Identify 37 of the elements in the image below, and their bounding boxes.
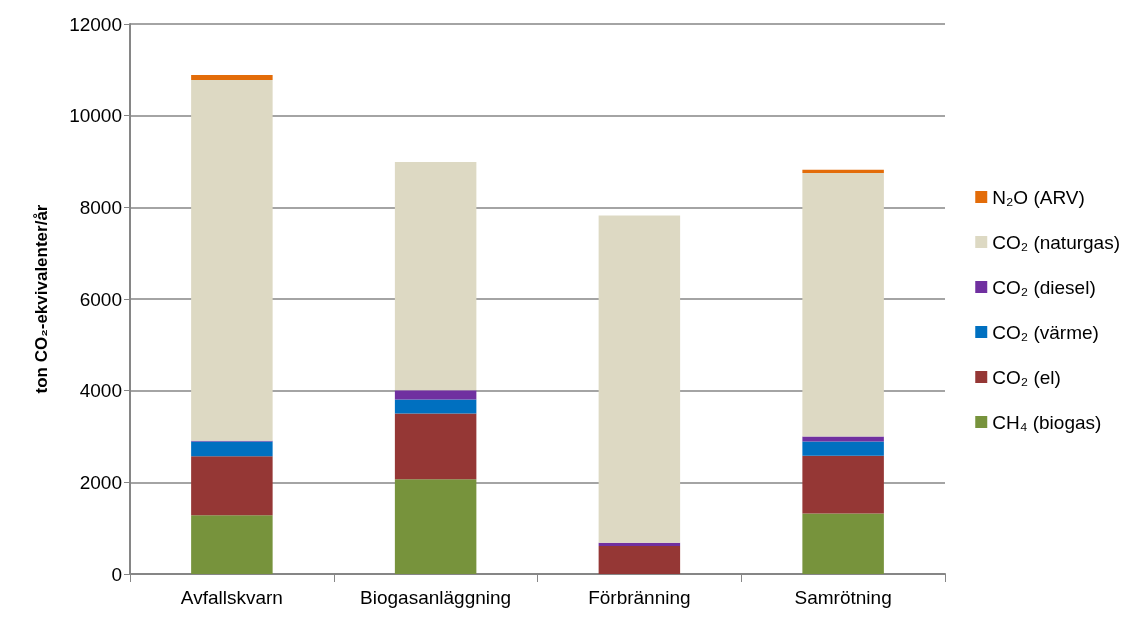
- legend-label: N₂O (ARV): [992, 186, 1085, 208]
- bar: [191, 515, 273, 574]
- legend-label: CO₂ (diesel): [992, 276, 1096, 298]
- y-tick-label: 10000: [69, 105, 122, 127]
- x-tick-label: Samrötning: [794, 587, 892, 608]
- y-tick-label: 4000: [79, 380, 122, 402]
- y-tick-label: 8000: [79, 196, 122, 218]
- y-axis-title: ton CO₂-ekvivalenter/år: [32, 204, 51, 394]
- y-tick-label: 12000: [69, 13, 122, 35]
- legend-label: CO₂ (naturgas): [992, 231, 1120, 253]
- x-tick-label: Avfallskvarn: [180, 587, 283, 608]
- x-tick-label: Förbränning: [588, 587, 691, 608]
- bar: [191, 456, 273, 516]
- bar: [191, 74, 273, 80]
- legend-label: CO₂ (värme): [992, 321, 1099, 343]
- bar: [598, 546, 681, 574]
- bar: [191, 441, 273, 457]
- bar: [802, 172, 884, 437]
- y-tick-label: 0: [111, 563, 122, 585]
- bar: [802, 169, 884, 173]
- y-tick-label: 2000: [79, 471, 122, 493]
- bar: [394, 399, 477, 414]
- bar: [394, 390, 477, 400]
- bar: [394, 413, 477, 480]
- bar: [802, 441, 884, 456]
- bar: [802, 513, 884, 574]
- bar: [191, 79, 273, 441]
- bar: [394, 161, 477, 391]
- bar: [394, 479, 477, 574]
- legend-label: CO₂ (el): [992, 366, 1061, 388]
- bar: [802, 455, 884, 514]
- x-tick-label: Biogasanläggning: [360, 587, 512, 608]
- bar: [598, 542, 681, 547]
- y-tick-label: 6000: [79, 288, 122, 310]
- bar: [802, 436, 884, 442]
- bar: [598, 215, 681, 543]
- legend-label: CH₄ (biogas): [992, 411, 1102, 433]
